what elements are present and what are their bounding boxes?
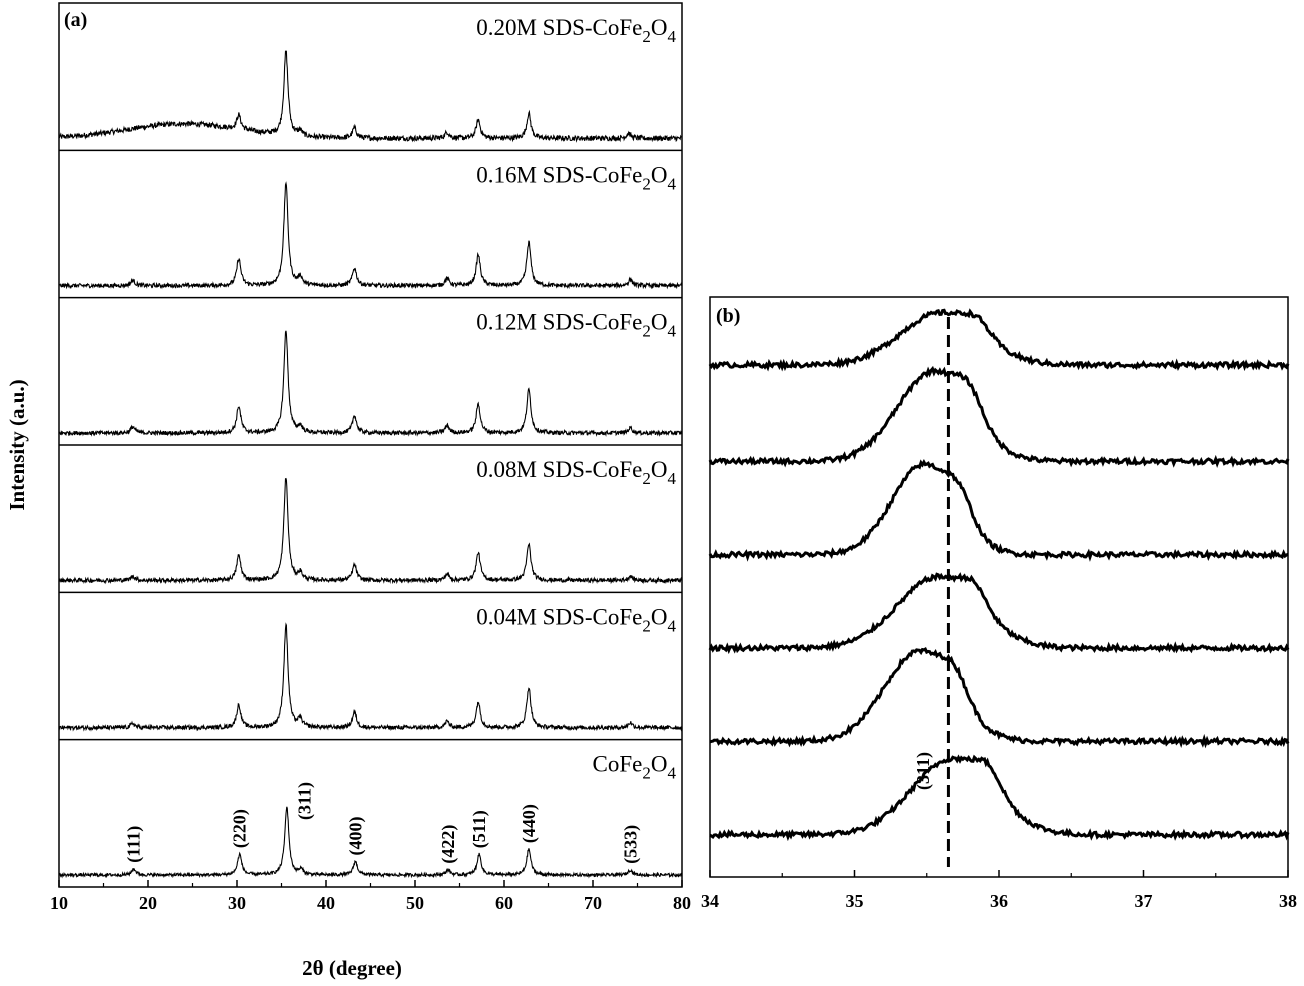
b-tick-label: 34 — [701, 891, 719, 911]
y-axis-title: Intensity (a.u.) — [5, 379, 29, 510]
panel-a-traces — [58, 50, 683, 879]
trace-label-2: 0.12M SDS-CoFe2O4 — [476, 310, 676, 341]
a-tick-label: 40 — [317, 893, 335, 913]
a-tick-label: 30 — [228, 893, 246, 913]
peak-label-1: (220) — [230, 809, 251, 848]
trace-b-4 — [709, 646, 1290, 749]
trace-b-0 — [708, 308, 1290, 372]
panel-a-label: (a) — [64, 9, 87, 31]
panel-b: 34 35 36 37 38 (b) (311) — [701, 296, 1297, 911]
trace-label-1: 0.16M SDS-CoFe2O4 — [476, 162, 676, 193]
peak-label-0: (111) — [124, 826, 145, 863]
trace-a-1 — [58, 181, 683, 290]
panel-b-peak-label: (311) — [913, 752, 934, 790]
panel-a-dividers — [59, 149, 682, 741]
trace-label-4: 0.04M SDS-CoFe2O4 — [476, 604, 676, 635]
peak-label-4: (422) — [438, 825, 459, 864]
panel-b-frame — [709, 296, 1289, 878]
a-tick-label: 50 — [406, 893, 424, 913]
trace-b-1 — [708, 365, 1290, 468]
peak-label-3: (400) — [345, 816, 366, 855]
trace-a-3 — [58, 477, 683, 585]
a-tick-label: 20 — [139, 893, 157, 913]
trace-a-4 — [58, 622, 683, 732]
x-axis-title: 2θ (degree) — [302, 956, 402, 980]
peak-label-5: (511) — [469, 810, 490, 848]
panel-a-peak-labels: (111) (220) (311) (400) (422) (511) (440) (533) — [124, 782, 642, 864]
panel-b-x-ticks: 34 35 36 37 38 — [701, 870, 1297, 911]
trace-a-2 — [58, 330, 683, 437]
trace-label-5: CoFe2O4 — [593, 752, 677, 783]
b-tick-label: 37 — [1135, 891, 1153, 911]
trace-b-3 — [708, 572, 1290, 655]
panel-a-x-ticks: 10 20 30 40 50 60 70 80 — [50, 880, 691, 913]
a-tick-label: 60 — [495, 893, 513, 913]
peak-label-2: (311) — [295, 782, 316, 820]
trace-b-5 — [709, 754, 1290, 842]
a-tick-label: 80 — [673, 893, 691, 913]
panel-b-traces — [708, 308, 1290, 842]
panel-a: 0.20M SDS-CoFe2O4 0.16M SDS-CoFe2O4 0.12M … — [5, 2, 691, 980]
trace-label-0: 0.20M SDS-CoFe2O4 — [476, 15, 676, 46]
panel-b-label: (b) — [716, 305, 740, 327]
trace-a-5 — [58, 806, 683, 879]
b-tick-label: 35 — [846, 891, 864, 911]
trace-label-3: 0.08M SDS-CoFe2O4 — [476, 457, 676, 488]
panel-a-trace-labels: 0.20M SDS-CoFe2O4 0.16M SDS-CoFe2O4 0.12M … — [476, 15, 676, 783]
b-tick-label: 36 — [990, 891, 1008, 911]
peak-label-7: (533) — [620, 825, 641, 864]
a-tick-label: 10 — [50, 893, 68, 913]
peak-label-6: (440) — [519, 804, 540, 843]
a-tick-label: 70 — [584, 893, 602, 913]
trace-a-0 — [58, 50, 682, 143]
trace-b-2 — [708, 459, 1289, 562]
b-tick-label: 38 — [1279, 891, 1297, 911]
